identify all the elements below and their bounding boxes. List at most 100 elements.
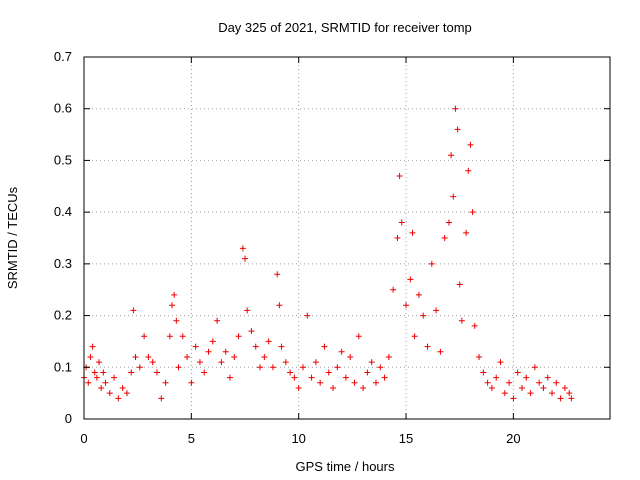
data-point — [102, 379, 109, 386]
data-point — [409, 229, 416, 236]
y-tick-label: 0.4 — [54, 204, 72, 219]
data-point — [162, 379, 169, 386]
x-tick-label: 10 — [291, 431, 305, 446]
data-point — [317, 379, 324, 386]
data-point — [351, 379, 358, 386]
data-point — [235, 333, 242, 340]
data-point — [518, 384, 525, 391]
data-point — [96, 359, 103, 366]
data-point — [196, 359, 203, 366]
data-point — [123, 390, 130, 397]
data-point — [119, 384, 126, 391]
data-point — [506, 379, 513, 386]
data-point — [175, 364, 182, 371]
data-point — [312, 359, 319, 366]
data-point — [89, 343, 96, 350]
data-point — [166, 333, 173, 340]
data-point — [364, 369, 371, 376]
data-point — [557, 395, 564, 402]
data-point — [106, 390, 113, 397]
data-point — [452, 105, 459, 112]
data-point — [244, 307, 251, 314]
data-point — [169, 302, 176, 309]
data-point — [278, 343, 285, 350]
data-point — [497, 359, 504, 366]
data-point — [445, 219, 452, 226]
y-axis-label: SRMTID / TECUs — [5, 186, 20, 289]
data-point — [458, 317, 465, 324]
data-point — [91, 369, 98, 376]
data-point — [201, 369, 208, 376]
data-point — [396, 172, 403, 179]
data-point — [205, 348, 212, 355]
data-point — [171, 291, 178, 298]
y-tick-label: 0.3 — [54, 256, 72, 271]
y-tick-label: 0 — [65, 411, 72, 426]
data-point — [299, 364, 306, 371]
data-point — [514, 369, 521, 376]
data-point — [566, 390, 573, 397]
y-tick-label: 0.7 — [54, 49, 72, 64]
data-point — [295, 384, 302, 391]
data-point — [368, 359, 375, 366]
data-point — [173, 317, 180, 324]
data-point — [276, 302, 283, 309]
data-point — [179, 333, 186, 340]
data-point — [476, 353, 483, 360]
data-point — [136, 364, 143, 371]
data-point — [218, 359, 225, 366]
data-point — [484, 379, 491, 386]
data-point — [188, 379, 195, 386]
data-point — [128, 369, 135, 376]
data-point — [130, 307, 137, 314]
data-point — [252, 343, 259, 350]
x-axis-label: GPS time / hours — [296, 459, 395, 474]
data-point — [98, 384, 105, 391]
data-point — [153, 369, 160, 376]
data-point — [465, 167, 472, 174]
data-point — [184, 353, 191, 360]
data-point — [325, 369, 332, 376]
data-point — [469, 209, 476, 216]
data-point — [287, 369, 294, 376]
data-point — [214, 317, 221, 324]
data-point — [347, 353, 354, 360]
data-point — [471, 322, 478, 329]
data-point — [561, 384, 568, 391]
data-point — [540, 384, 547, 391]
data-point — [448, 152, 455, 159]
x-tick-label: 0 — [80, 431, 87, 446]
data-point — [415, 291, 422, 298]
plot-frame — [83, 56, 611, 420]
data-point — [304, 312, 311, 319]
y-tick-label: 0.2 — [54, 308, 72, 323]
data-point — [149, 359, 156, 366]
data-point — [398, 219, 405, 226]
x-axis-ticks: 0 5 10 15 20 — [80, 57, 521, 446]
data-point — [531, 364, 538, 371]
data-point — [342, 374, 349, 381]
data-point — [226, 374, 233, 381]
data-point — [501, 390, 508, 397]
data-point — [424, 343, 431, 350]
data-point — [394, 235, 401, 241]
data-point — [527, 390, 534, 397]
data-point — [269, 364, 276, 371]
data-point — [141, 333, 148, 340]
data-point — [85, 379, 92, 386]
data-point — [433, 307, 440, 314]
data-point — [257, 364, 264, 371]
y-tick-label: 0.5 — [54, 152, 72, 167]
x-tick-label: 5 — [188, 431, 195, 446]
data-point — [403, 302, 410, 309]
data-point — [463, 229, 470, 236]
data-point — [355, 333, 362, 340]
data-point — [544, 374, 551, 381]
data-point — [242, 255, 249, 262]
data-point — [381, 374, 388, 381]
data-point — [93, 374, 100, 381]
data-point — [145, 353, 152, 360]
data-point — [239, 245, 246, 252]
data-point — [330, 384, 337, 391]
data-point — [372, 379, 379, 386]
